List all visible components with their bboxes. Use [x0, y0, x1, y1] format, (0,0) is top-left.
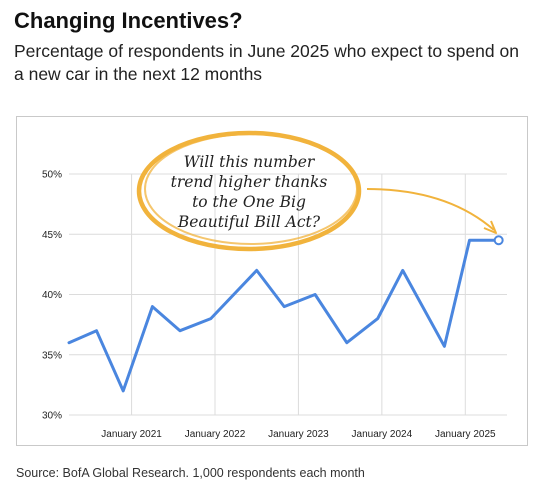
- y-tick-label: 30%: [42, 411, 62, 422]
- annotation-line-3: to the One Big: [192, 193, 306, 211]
- annotation-arrow: [366, 188, 495, 231]
- annotation-line-4: Beautiful Bill Act?: [177, 213, 321, 231]
- x-tick-label: January 2023: [268, 429, 329, 440]
- annotation-ring: [136, 130, 362, 252]
- x-tick-label: January 2025: [435, 429, 496, 440]
- annotation-arrowhead: [483, 220, 497, 234]
- y-tick-label: 35%: [42, 350, 62, 361]
- chart-title: Changing Incentives?: [14, 8, 243, 33]
- annotation-ring-stroke-2: [144, 133, 358, 245]
- x-tick-label: January 2022: [185, 429, 246, 440]
- line-chart: 30% 35% 40% 45% 50% January 2021 January 2022…: [42, 130, 507, 440]
- y-axis-tick-labels: 30% 35% 40% 45% 50%: [42, 170, 62, 422]
- annotation-line-2: trend higher thanks: [171, 173, 328, 191]
- x-tick-label: January 2021: [101, 429, 162, 440]
- x-tick-label: January 2024: [352, 429, 413, 440]
- series-line: [67, 238, 501, 393]
- y-tick-label: 50%: [42, 170, 62, 181]
- annotation-line-1: Will this number: [184, 153, 316, 171]
- y-tick-label: 40%: [42, 290, 62, 301]
- chart-frame: 30% 35% 40% 45% 50% January 2021 January 2022…: [16, 116, 528, 446]
- chart-subtitle: Percentage of respondents in June 2025 w…: [14, 41, 519, 84]
- y-tick-label: 45%: [42, 230, 62, 241]
- source-note: Source: BofA Global Research. 1,000 resp…: [16, 466, 365, 480]
- x-axis-tick-labels: January 2021 January 2022 January 2023 Janu…: [101, 429, 496, 440]
- annotation-callout: Will this number trend higher thanks to …: [136, 130, 497, 252]
- latest-data-point: [493, 235, 504, 246]
